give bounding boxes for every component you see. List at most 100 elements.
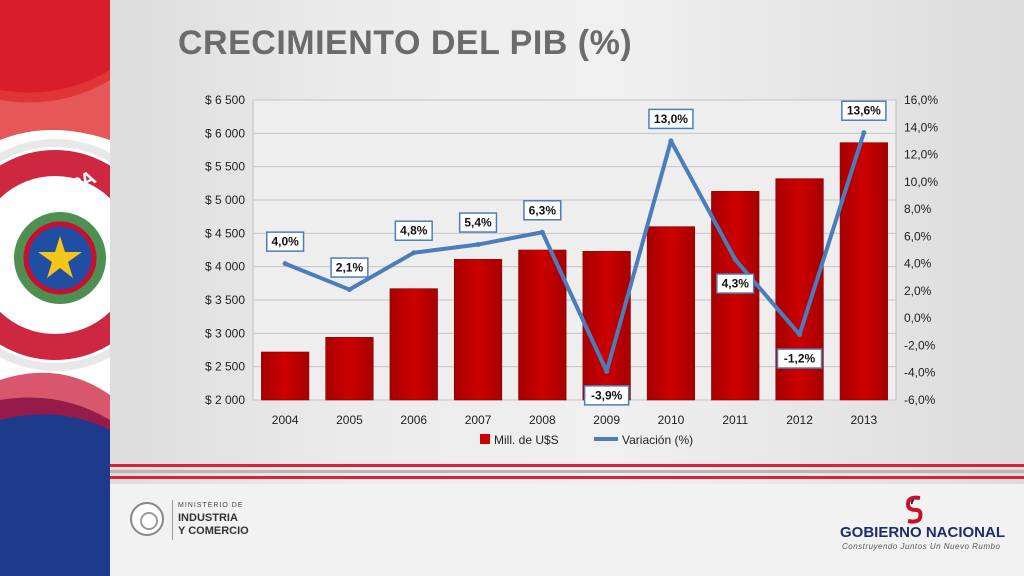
data-label-text: 6,3% [529,203,557,217]
y-left-tick-label: $ 5 000 [205,193,245,207]
bar [325,337,374,401]
y-right-tick-label: -4,0% [904,366,936,380]
data-label-box [330,257,369,278]
y-right-tick-label: 4,0% [904,257,932,271]
bar [582,251,631,401]
x-tick-label: 2011 [722,413,748,427]
data-label: -1,2% [776,348,823,369]
bar [518,249,567,401]
data-label-text: 4,8% [400,224,428,238]
bar [389,288,438,401]
y-right-tick-label: 16,0% [904,93,938,107]
variation-line [284,132,866,374]
data-label: 6,3% [523,200,562,221]
y-right-tick-label: 8,0% [904,202,932,216]
gdp-chart: $ 2 000 $ 2 500 $ 3 000 $ 3 500 $ 4 000 $ 4 5… [205,93,938,447]
seal-icon [130,502,164,536]
data-label: -3,9% [583,385,630,406]
data-label-text: 4,3% [722,277,750,291]
data-label-text: -1,2% [784,352,816,366]
slide-title: CRECIMIENTO DEL PIB (%) [178,24,633,62]
footer: MINISTERIO DE INDUSTRIA Y COMERCIO GOBIE… [110,484,1024,576]
legend-swatch-bars [480,434,490,444]
divider [172,500,173,540]
legend-label-line: Variación (%) [622,433,693,447]
ministry-logo: MINISTERIO DE INDUSTRIA Y COMERCIO [130,498,270,544]
data-label: 13,0% [648,108,694,130]
footer-stripes [110,464,1024,479]
y-left-tick-label: $ 3 500 [205,293,245,307]
data-label-box [266,231,305,252]
y-right-tick-label: 12,0% [904,148,938,162]
data-label-text: 2,1% [336,261,364,275]
star-icon [38,236,82,278]
y-right-tick-label: 0,0% [904,311,932,325]
line-point [411,250,417,256]
data-label: 2,1% [330,257,369,278]
y-left-tick-label: $ 2 000 [205,393,245,407]
data-label-box [458,212,498,233]
data-label: 4,8% [394,220,433,241]
x-tick-label: 2012 [786,413,813,427]
data-label-box [716,273,755,294]
legend-label-bars: Mill. de U$S [494,433,559,447]
ministry-line-1: MINISTERIO DE [178,502,244,509]
line-point [732,257,738,263]
x-tick-label: 2013 [850,413,877,427]
data-label-text: 4,0% [271,235,299,249]
line-point [475,242,481,248]
paraguay-flag-image: ÚBLICA DEL PA [0,0,110,576]
data-label-box [583,385,630,406]
bar [646,226,696,401]
line-point [539,229,545,235]
y-right-tick-label: 10,0% [904,175,938,189]
x-tick-label: 2006 [400,413,427,427]
y-right-tick-label: -2,0% [904,338,936,352]
x-tick-label: 2004 [272,413,299,427]
ministry-line-2: INDUSTRIA [178,512,238,524]
x-tick-label: 2007 [465,413,492,427]
x-tick-label: 2008 [529,413,556,427]
x-tick-label: 2010 [658,413,685,427]
data-label-box [648,108,694,130]
data-label-text: -3,9% [591,388,623,402]
y-left-tick-label: $ 6 500 [205,93,245,107]
bar [711,191,760,401]
y-left-tick-label: $ 5 500 [205,160,245,174]
data-label-text: 5,4% [464,216,492,230]
data-label: 13,6% [841,100,887,121]
data-label-text: 13,0% [654,112,688,126]
government-name: GOBIERNO NACIONAL [840,524,1005,541]
data-label-box [776,348,823,369]
line-point [282,261,288,267]
x-tick-label: 2005 [336,413,363,427]
bar [453,259,503,401]
line-point [797,332,803,338]
y-right-tick-label: 6,0% [904,229,932,243]
government-slogan: Construyendo Juntos Un Nuevo Rumbo [842,542,1001,551]
y-left-tick-label: $ 4 000 [205,260,245,274]
data-label-box [523,200,562,221]
y-left-tick-label: $ 4 500 [205,226,245,240]
line-point [346,287,352,293]
data-label-box [394,220,433,241]
y-right-tick-label: -6,0% [904,393,936,407]
y-left-tick-label: $ 3 000 [205,326,245,340]
data-label: 5,4% [458,212,498,233]
data-label: 4,3% [716,273,755,294]
government-logo: GOBIERNO NACIONAL Construyendo Juntos Un… [840,494,1005,554]
data-label-box [841,100,887,121]
gobierno-mark-icon [905,495,923,524]
ministry-line-3: Y COMERCIO [178,525,249,537]
data-label-text: 13,6% [847,104,881,118]
data-label: 4,0% [266,231,305,252]
y-right-tick-label: 2,0% [904,284,932,298]
line-point [861,130,867,136]
y-left-tick-label: $ 6 000 [205,126,245,140]
x-tick-label: 2009 [593,413,620,427]
bar [261,351,310,401]
line-point [604,368,610,374]
line-point [668,138,674,144]
y-left-tick-label: $ 2 500 [205,360,245,374]
